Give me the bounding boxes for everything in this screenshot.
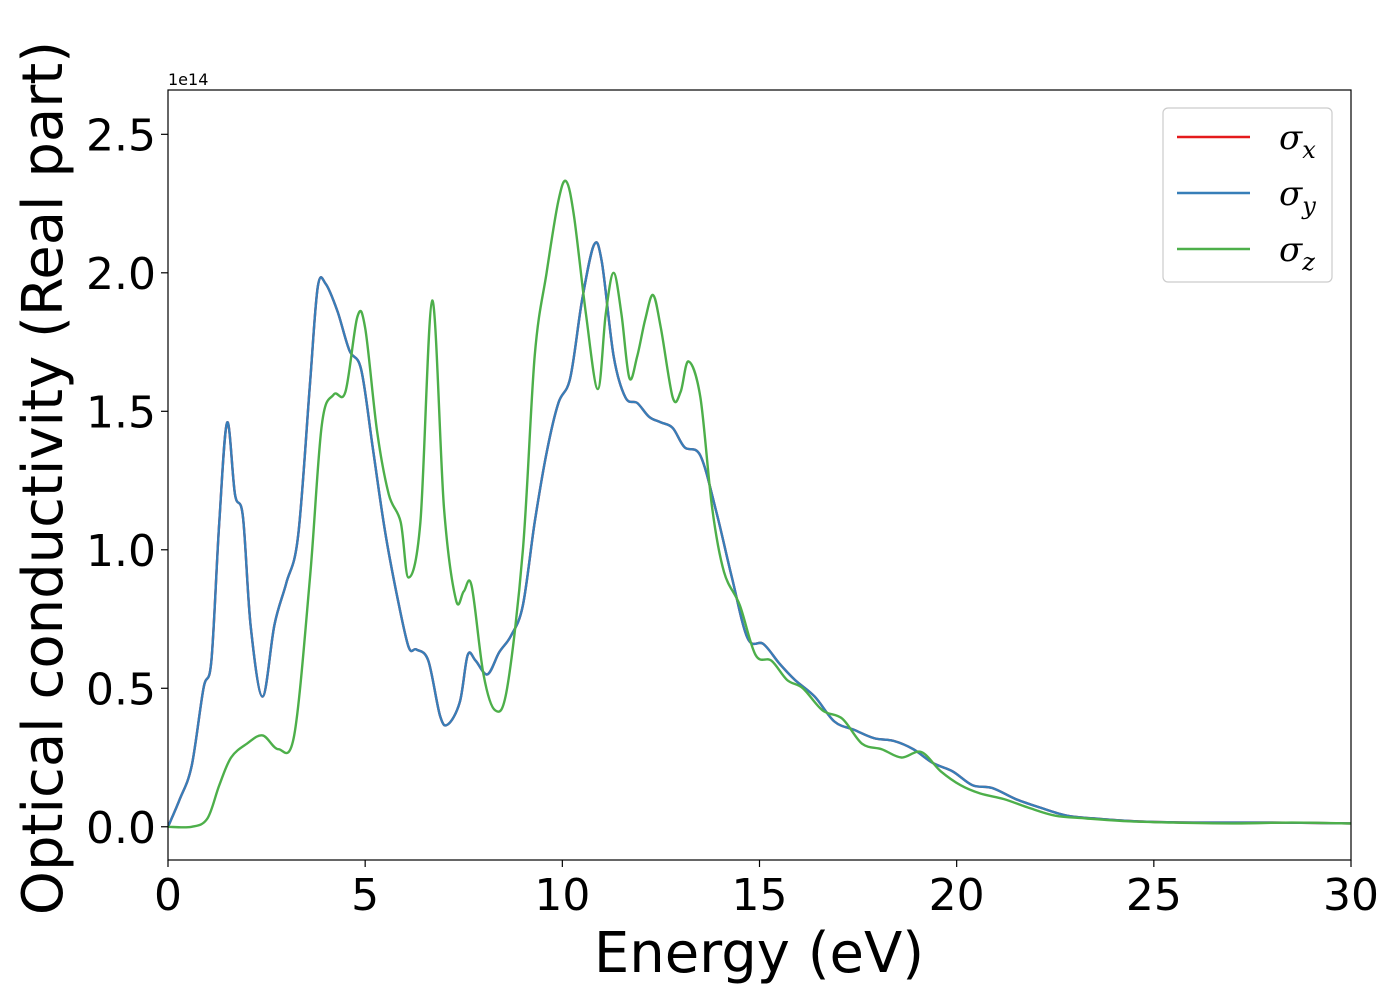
legend-symbol: σ (1279, 230, 1303, 270)
y-tick-label: 0.0 (86, 803, 156, 854)
legend-box (1162, 107, 1333, 283)
y-tick-label: 1.0 (86, 526, 156, 577)
y-offset-label: 1e14 (168, 70, 208, 89)
y-tick-label: 1.5 (86, 387, 156, 438)
y-tick-label: 2.0 (86, 249, 156, 300)
series-line-z (168, 179, 1351, 829)
x-tick-label: 25 (1126, 870, 1182, 921)
x-tick-label: 20 (929, 870, 985, 921)
legend-label-x: σx (1279, 118, 1316, 164)
x-tick-label: 0 (154, 870, 182, 921)
legend-label-z: σz (1279, 230, 1315, 276)
x-tick-label: 15 (732, 870, 788, 921)
legend-symbol: σ (1279, 174, 1303, 214)
x-tick-label: 10 (534, 870, 590, 921)
x-tick-label: 30 (1323, 870, 1379, 921)
legend-subscript: z (1301, 248, 1315, 276)
legend-subscript: y (1301, 192, 1316, 220)
legend-label-y: σy (1279, 174, 1316, 220)
y-tick-label: 2.5 (86, 110, 156, 161)
x-axis-label: Energy (eV) (594, 921, 924, 986)
series-layer (168, 179, 1351, 829)
x-axis: 0 5 10 15 20 25 30 (154, 860, 1379, 921)
y-axis-label: Optical conductivity (Real part) (11, 41, 76, 915)
legend-symbol: σ (1279, 118, 1303, 158)
series-line-y (168, 241, 1351, 828)
legend-subscript: x (1302, 136, 1316, 164)
x-tick-label: 5 (351, 870, 379, 921)
y-axis: 0.0 0.5 1.0 1.5 2.0 2.5 (86, 110, 168, 854)
y-tick-label: 0.5 (86, 664, 156, 715)
